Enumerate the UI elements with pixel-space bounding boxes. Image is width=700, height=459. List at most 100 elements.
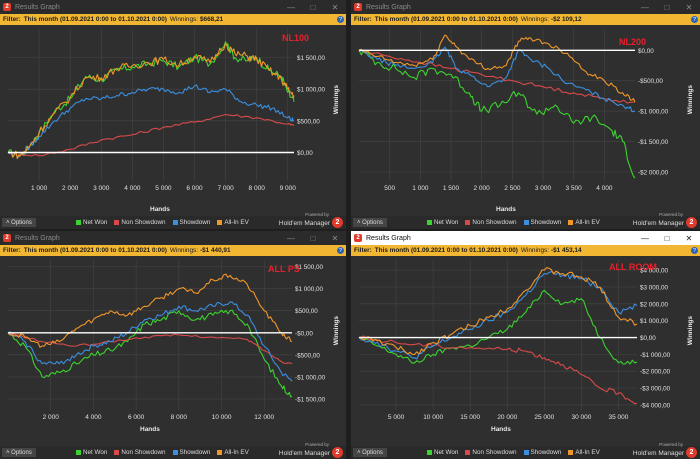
options-button[interactable]: ˄ Options bbox=[353, 448, 387, 457]
help-icon[interactable]: ? bbox=[691, 16, 698, 23]
legend-item[interactable]: Showdown bbox=[523, 219, 561, 226]
chart-badge: NL100 bbox=[282, 33, 310, 43]
x-tick-label: 4 000 bbox=[124, 185, 141, 192]
x-tick-label: 8 000 bbox=[171, 414, 188, 421]
legend-item[interactable]: Non Showdown bbox=[465, 219, 517, 226]
title-bar[interactable]: 2 Results Graph — □ ✕ bbox=[0, 0, 346, 14]
legend-item[interactable]: Net Won bbox=[76, 449, 107, 456]
legend: Net Won Non Showdown Showdown All-In EV bbox=[427, 219, 600, 226]
filter-value: This month (01.09.2021 0:00 to 01.10.202… bbox=[23, 247, 167, 254]
close-icon[interactable]: ✕ bbox=[331, 233, 339, 243]
title-bar[interactable]: 2 Results Graph — □ ✕ bbox=[0, 231, 346, 245]
maximize-icon[interactable]: □ bbox=[310, 2, 316, 12]
filter-value: This month (01.09.2021 0:00 to 01.10.202… bbox=[374, 16, 518, 23]
legend-label: Net Won bbox=[434, 219, 459, 226]
app-icon: 2 bbox=[3, 3, 11, 11]
help-icon[interactable]: ? bbox=[337, 247, 344, 254]
x-axis-label: Hands bbox=[140, 426, 160, 433]
legend-item[interactable]: Showdown bbox=[172, 219, 210, 226]
maximize-icon[interactable]: □ bbox=[664, 233, 670, 243]
x-tick-label: 500 bbox=[384, 185, 395, 192]
filter-bar[interactable]: Filter: This month (01.09.2021 0:00 to 0… bbox=[0, 245, 346, 256]
results-graph-window-all-ps: 2 Results Graph — □ ✕ Filter: This month… bbox=[0, 231, 346, 459]
legend-label: Non Showdown bbox=[472, 219, 517, 226]
chart-area: 5 000 10 000 15 000 20 000 25 000 30 000 35 00… bbox=[351, 256, 700, 446]
y-tick-label: $1 500,00 bbox=[295, 264, 324, 271]
brand-logo-icon: 2 bbox=[686, 217, 697, 228]
legend-label: Net Won bbox=[83, 449, 108, 456]
brand-name: Hold'em Manager bbox=[632, 220, 684, 227]
y-tick-label: -$2 000,00 bbox=[640, 369, 671, 376]
legend-item[interactable]: All-In EV bbox=[568, 449, 600, 456]
help-icon[interactable]: ? bbox=[691, 247, 698, 254]
title-bar[interactable]: 2 Results Graph — □ ✕ bbox=[351, 231, 700, 245]
maximize-icon[interactable]: □ bbox=[310, 233, 316, 243]
legend-item[interactable]: Net Won bbox=[427, 219, 458, 226]
close-icon[interactable]: ✕ bbox=[685, 2, 693, 12]
legend-item[interactable]: Showdown bbox=[172, 449, 210, 456]
x-tick-label: 1 500 bbox=[443, 185, 460, 192]
y-tick-label: $4 000,00 bbox=[640, 268, 669, 275]
x-tick-label: 1 000 bbox=[31, 185, 48, 192]
y-tick-label: -$1 500,00 bbox=[638, 139, 669, 146]
legend-item[interactable]: All-In EV bbox=[568, 219, 600, 226]
close-icon[interactable]: ✕ bbox=[685, 233, 693, 243]
x-tick-label: 10 000 bbox=[212, 414, 232, 421]
series-line-all-in-ev bbox=[358, 267, 638, 355]
legend-item[interactable]: All-In EV bbox=[217, 449, 249, 456]
powered-by-text: Powered by bbox=[659, 212, 683, 217]
legend-item[interactable]: Showdown bbox=[523, 449, 561, 456]
x-tick-label: 3 000 bbox=[535, 185, 552, 192]
y-tick-label: -$500,00 bbox=[638, 78, 663, 85]
maximize-icon[interactable]: □ bbox=[664, 2, 670, 12]
legend-label: Non Showdown bbox=[121, 449, 166, 456]
series-line-all-in-ev bbox=[358, 34, 636, 103]
minimize-icon[interactable]: — bbox=[287, 233, 295, 243]
powered-by-text: Powered by bbox=[305, 442, 329, 447]
legend-item[interactable]: Non Showdown bbox=[114, 449, 166, 456]
x-tick-label: 2 500 bbox=[504, 185, 521, 192]
y-tick-label: $3 000,00 bbox=[640, 284, 669, 291]
minimize-icon[interactable]: — bbox=[641, 233, 649, 243]
results-graph-window-all-room: 2 Results Graph — □ ✕ Filter: This month… bbox=[351, 231, 700, 459]
y-tick-label: -$500,00 bbox=[295, 352, 320, 359]
legend-item[interactable]: Non Showdown bbox=[114, 219, 166, 226]
filter-bar[interactable]: Filter: This month (01.09.2021 0:00 to 0… bbox=[351, 14, 700, 25]
y-axis-label: Winnings bbox=[687, 85, 694, 115]
chevron-up-icon: ˄ bbox=[357, 449, 363, 456]
legend: Net Won Non Showdown Showdown All-In EV bbox=[427, 449, 600, 456]
filter-bar[interactable]: Filter: This month (01.09.2021 0:00 to 0… bbox=[0, 14, 346, 25]
options-button[interactable]: ˄ Options bbox=[2, 218, 36, 227]
winnings-value: -$1 440,91 bbox=[199, 247, 231, 254]
legend-item[interactable]: Net Won bbox=[427, 449, 458, 456]
legend-item[interactable]: Net Won bbox=[76, 219, 107, 226]
title-bar[interactable]: 2 Results Graph — □ ✕ bbox=[351, 0, 700, 14]
brand-name: Hold'em Manager bbox=[632, 450, 684, 457]
window-title: Results Graph bbox=[15, 234, 60, 242]
series-line-non-showdown bbox=[358, 49, 636, 104]
options-label: Options bbox=[11, 219, 32, 226]
y-tick-label: -$1 000,00 bbox=[638, 109, 669, 116]
winnings-label: Winnings: bbox=[169, 16, 198, 23]
bottom-bar: ˄ Options Net Won Non Showdown Showdown … bbox=[351, 212, 700, 229]
options-button[interactable]: ˄ Options bbox=[353, 218, 387, 227]
legend-item[interactable]: All-In EV bbox=[217, 219, 249, 226]
filter-bar[interactable]: Filter: This month (01.09.2021 0:00 to 0… bbox=[351, 245, 700, 256]
minimize-icon[interactable]: — bbox=[641, 2, 649, 12]
close-icon[interactable]: ✕ bbox=[331, 2, 339, 12]
y-tick-label: $1 000,00 bbox=[640, 318, 669, 325]
y-tick-label: $500,00 bbox=[297, 118, 320, 125]
x-tick-label: 25 000 bbox=[534, 414, 554, 421]
brand-name: Hold'em Manager bbox=[278, 220, 330, 227]
x-tick-label: 35 000 bbox=[609, 414, 629, 421]
options-button[interactable]: ˄ Options bbox=[2, 448, 36, 457]
legend-item[interactable]: Non Showdown bbox=[465, 449, 517, 456]
y-tick-label: -$0,00 bbox=[295, 330, 313, 337]
filter-value: This month (01.09.2021 0:00 to 01.10.202… bbox=[23, 16, 167, 23]
winnings-value: -$1 453,14 bbox=[550, 247, 582, 254]
minimize-icon[interactable]: — bbox=[287, 2, 295, 12]
x-tick-label: 9 000 bbox=[280, 185, 297, 192]
brand-logo-icon: 2 bbox=[332, 217, 343, 228]
y-axis-label: Winnings bbox=[687, 316, 694, 346]
help-icon[interactable]: ? bbox=[337, 16, 344, 23]
